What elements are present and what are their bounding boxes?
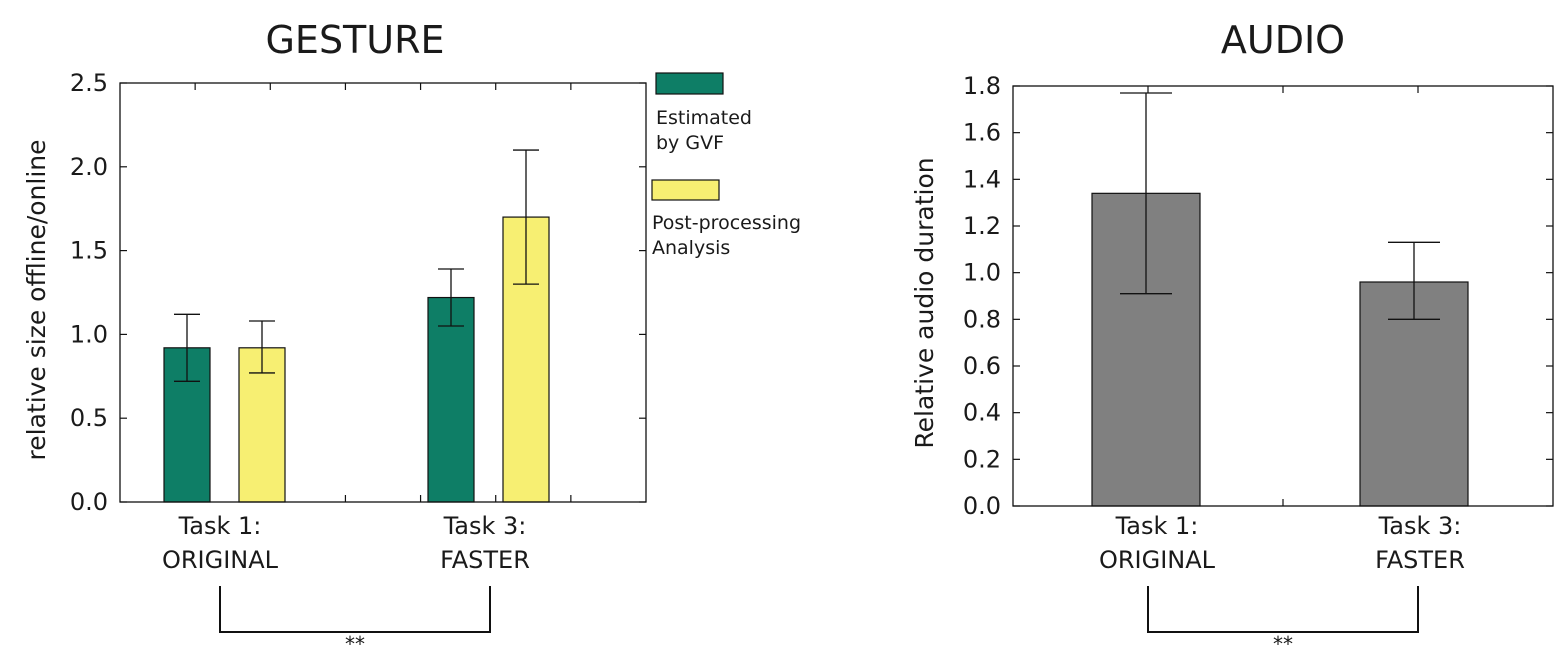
bars [163, 216, 550, 503]
y-tick-label: 1.5 [70, 237, 108, 265]
significance-marker: ** [1273, 632, 1293, 656]
y-tick-label: 0.4 [963, 399, 1001, 427]
category-label: Task 3: FASTER [1375, 512, 1465, 574]
y-tick-label: 0.0 [963, 492, 1001, 520]
y-tick-label: 1.0 [963, 259, 1001, 287]
plot-frame [119, 82, 647, 503]
bars [1091, 192, 1469, 507]
chart-title: GESTURE [265, 18, 444, 62]
y-axis-label: relative size offline/online [22, 140, 51, 461]
y-tick-label: 0.6 [963, 352, 1001, 380]
significance-marker: ** [345, 632, 365, 656]
y-axis-label: Relative audio duration [910, 157, 939, 448]
error-bars [174, 149, 539, 382]
legend-label-post-processing: Post-processing Analysis [652, 212, 807, 259]
y-tick-label: 2.5 [70, 69, 108, 97]
legend-swatch-post-processing [651, 179, 720, 201]
y-ticks: 0.0 0.5 1.0 1.5 2.0 2.5 [70, 69, 646, 516]
significance-bracket [219, 586, 491, 633]
y-tick-label: 1.2 [963, 212, 1001, 240]
y-tick-label: 1.4 [963, 165, 1001, 193]
significance-bracket [1147, 586, 1419, 633]
category-labels: Task 1: ORIGINAL Task 3: FASTER [162, 512, 530, 574]
y-tick-label: 0.2 [963, 445, 1001, 473]
y-tick-label: 1.6 [963, 119, 1001, 147]
category-label: Task 3: FASTER [440, 512, 530, 574]
y-ticks: 0.0 0.2 0.4 0.6 0.8 1.0 1.2 1.4 1.6 1.8 [963, 72, 1553, 520]
category-labels: Task 1: ORIGINAL Task 3: FASTER [1099, 512, 1465, 574]
category-label: Task 1: ORIGINAL [1099, 512, 1216, 574]
chart-title: AUDIO [1221, 18, 1345, 62]
y-tick-label: 0.8 [963, 305, 1001, 333]
plot-frame [1012, 85, 1554, 507]
y-tick-label: 1.0 [70, 320, 108, 348]
error-bars [1120, 92, 1440, 320]
gesture-chart: GESTURE relative size offline/online 0.0… [22, 18, 807, 656]
y-tick-label: 2.0 [70, 153, 108, 181]
legend-label-gvf: Estimated by GVF [656, 107, 758, 154]
y-tick-label: 0.0 [70, 488, 108, 516]
legend-swatch-gvf [655, 72, 724, 95]
y-tick-label: 1.8 [963, 72, 1001, 100]
category-label: Task 1: ORIGINAL [162, 512, 279, 574]
y-tick-label: 0.5 [70, 404, 108, 432]
bar [427, 296, 475, 503]
legend: Estimated by GVF Post-processing Analysi… [651, 72, 807, 259]
audio-chart: AUDIO Relative audio duration 0.00.20.40… [910, 18, 1554, 656]
